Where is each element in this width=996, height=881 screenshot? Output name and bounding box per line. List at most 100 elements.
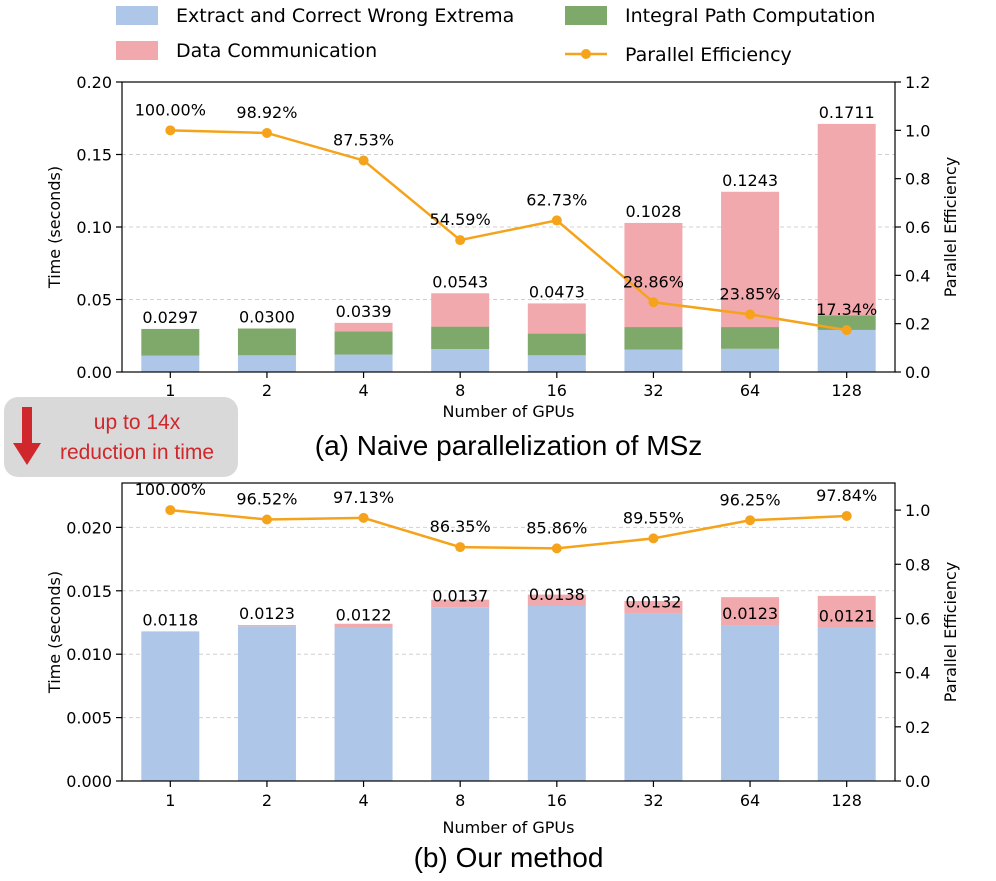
y2-tick-label: 1.2: [905, 73, 930, 92]
x-tick-label: 2: [262, 791, 272, 810]
efficiency-label: 98.92%: [236, 103, 297, 122]
efficiency-label: 100.00%: [135, 100, 206, 119]
bar-total-label: 0.0123: [722, 604, 778, 623]
y2-tick-label: 0.4: [905, 266, 930, 285]
bar-segment: [334, 354, 393, 372]
x-tick-label: 1: [165, 791, 175, 810]
efficiency-label: 89.55%: [623, 508, 684, 527]
chart-a: 0.00 0.05 0.10 0.15 0.20 0.0 0.2 0.4 0.6 0.8 1.0 1.…: [45, 73, 960, 461]
y2-tick-label: 0.6: [905, 609, 930, 628]
x-tick-label: 16: [547, 381, 567, 400]
efficiency-label: 96.52%: [236, 490, 297, 509]
badge-box: [4, 397, 238, 477]
bar-segment: [334, 623, 393, 628]
x-tick-label: 4: [358, 791, 368, 810]
efficiency-point: [455, 235, 466, 246]
bar-total-label: 0.0339: [336, 302, 392, 321]
bar-segment: [431, 326, 490, 350]
bar-segment: [721, 348, 780, 372]
bar-segment: [721, 625, 780, 781]
y-tick-label: 0.020: [66, 518, 112, 537]
y2-axis-label: Parallel Efficiency: [941, 562, 960, 702]
y-axis-label: Time (seconds): [45, 571, 64, 694]
bar-total-label: 0.0300: [239, 308, 295, 327]
y-tick-label: 0.000: [66, 772, 112, 791]
efficiency-label: 86.35%: [430, 517, 491, 536]
badge-line-2: reduction in time: [60, 441, 214, 464]
efficiency-label: 87.53%: [333, 130, 394, 149]
y2-tick-label: 1.0: [905, 501, 930, 520]
x-tick-label: 64: [740, 791, 760, 810]
bar-total-label: 0.0122: [336, 605, 392, 624]
bar-segment: [817, 315, 876, 330]
legend: Extract and Correct Wrong Extrema Integr…: [116, 5, 875, 66]
bar-total-label: 0.0137: [432, 586, 488, 605]
efficiency-point: [551, 543, 562, 554]
y-tick-label: 0.005: [66, 709, 112, 728]
bar-segment: [141, 355, 200, 372]
bar-segment: [721, 597, 780, 626]
efficiency-point: [455, 542, 466, 553]
bar-total-label: 0.1243: [722, 171, 778, 190]
efficiency-point: [648, 297, 659, 308]
bar-total-label: 0.0118: [142, 610, 198, 629]
bar-segment: [141, 631, 200, 781]
x-tick-label: 64: [740, 381, 760, 400]
x-tick-label: 128: [831, 791, 862, 810]
legend-swatch-efficiency-marker: [581, 49, 591, 59]
y-tick-label: 0.00: [76, 363, 112, 382]
bar-segment: [141, 328, 200, 356]
arrow-down-icon-shaft: [22, 407, 32, 445]
efficiency-label: 54.59%: [430, 210, 491, 229]
bar-segment: [624, 613, 683, 781]
y2-tick-label: 0.0: [905, 772, 930, 791]
bar-total-label: 0.0297: [142, 308, 198, 327]
efficiency-point: [165, 125, 176, 136]
legend-swatch-extract: [116, 6, 158, 25]
chart-caption: (b) Our method: [414, 842, 604, 873]
bar-segment: [431, 349, 490, 372]
plot-frame: [121, 482, 896, 782]
x-axis-label: Number of GPUs: [443, 402, 575, 421]
efficiency-point: [648, 533, 659, 544]
efficiency-line: [170, 508, 847, 550]
efficiency-label: 96.25%: [720, 490, 781, 509]
x-tick-label: 16: [547, 791, 567, 810]
efficiency-label: 97.13%: [333, 488, 394, 507]
efficiency-label: 23.85%: [720, 284, 781, 303]
bar-segment: [334, 322, 393, 332]
efficiency-point: [358, 155, 369, 166]
bar-segment: [431, 607, 490, 781]
efficiency-label: 28.86%: [623, 272, 684, 291]
bar-segment: [817, 329, 876, 372]
bar-total-label: 0.0121: [819, 607, 875, 626]
badge-line-1: up to 14x: [94, 411, 181, 434]
bar-total-label: 0.0123: [239, 604, 295, 623]
y-tick-label: 0.20: [76, 73, 112, 92]
y2-tick-label: 0.2: [905, 315, 930, 334]
efficiency-label: 100.00%: [135, 480, 206, 499]
y2-axis-label: Parallel Efficiency: [941, 157, 960, 297]
bar-segment: [527, 303, 586, 334]
y-tick-label: 0.05: [76, 291, 112, 310]
legend-swatch-communication: [116, 41, 158, 60]
efficiency-point: [745, 515, 756, 526]
bar-segment: [624, 600, 683, 614]
y2-tick-label: 0.4: [905, 664, 930, 683]
x-tick-label: 4: [358, 381, 368, 400]
bar-segment: [527, 355, 586, 372]
bar-segment: [237, 625, 296, 627]
legend-label-efficiency: Parallel Efficiency: [625, 44, 792, 66]
bar-segment: [721, 327, 780, 349]
bar-segment: [237, 355, 296, 372]
bar-total-label: 0.1028: [625, 202, 681, 221]
bar-segment: [817, 595, 876, 628]
bar-total-label: 0.0543: [432, 272, 488, 291]
bar-segment: [817, 627, 876, 781]
bar-segment: [334, 627, 393, 781]
y2-tick-label: 0.6: [905, 218, 930, 237]
bar-segment: [237, 626, 296, 781]
x-tick-label: 2: [262, 381, 272, 400]
efficiency-point: [745, 309, 756, 320]
